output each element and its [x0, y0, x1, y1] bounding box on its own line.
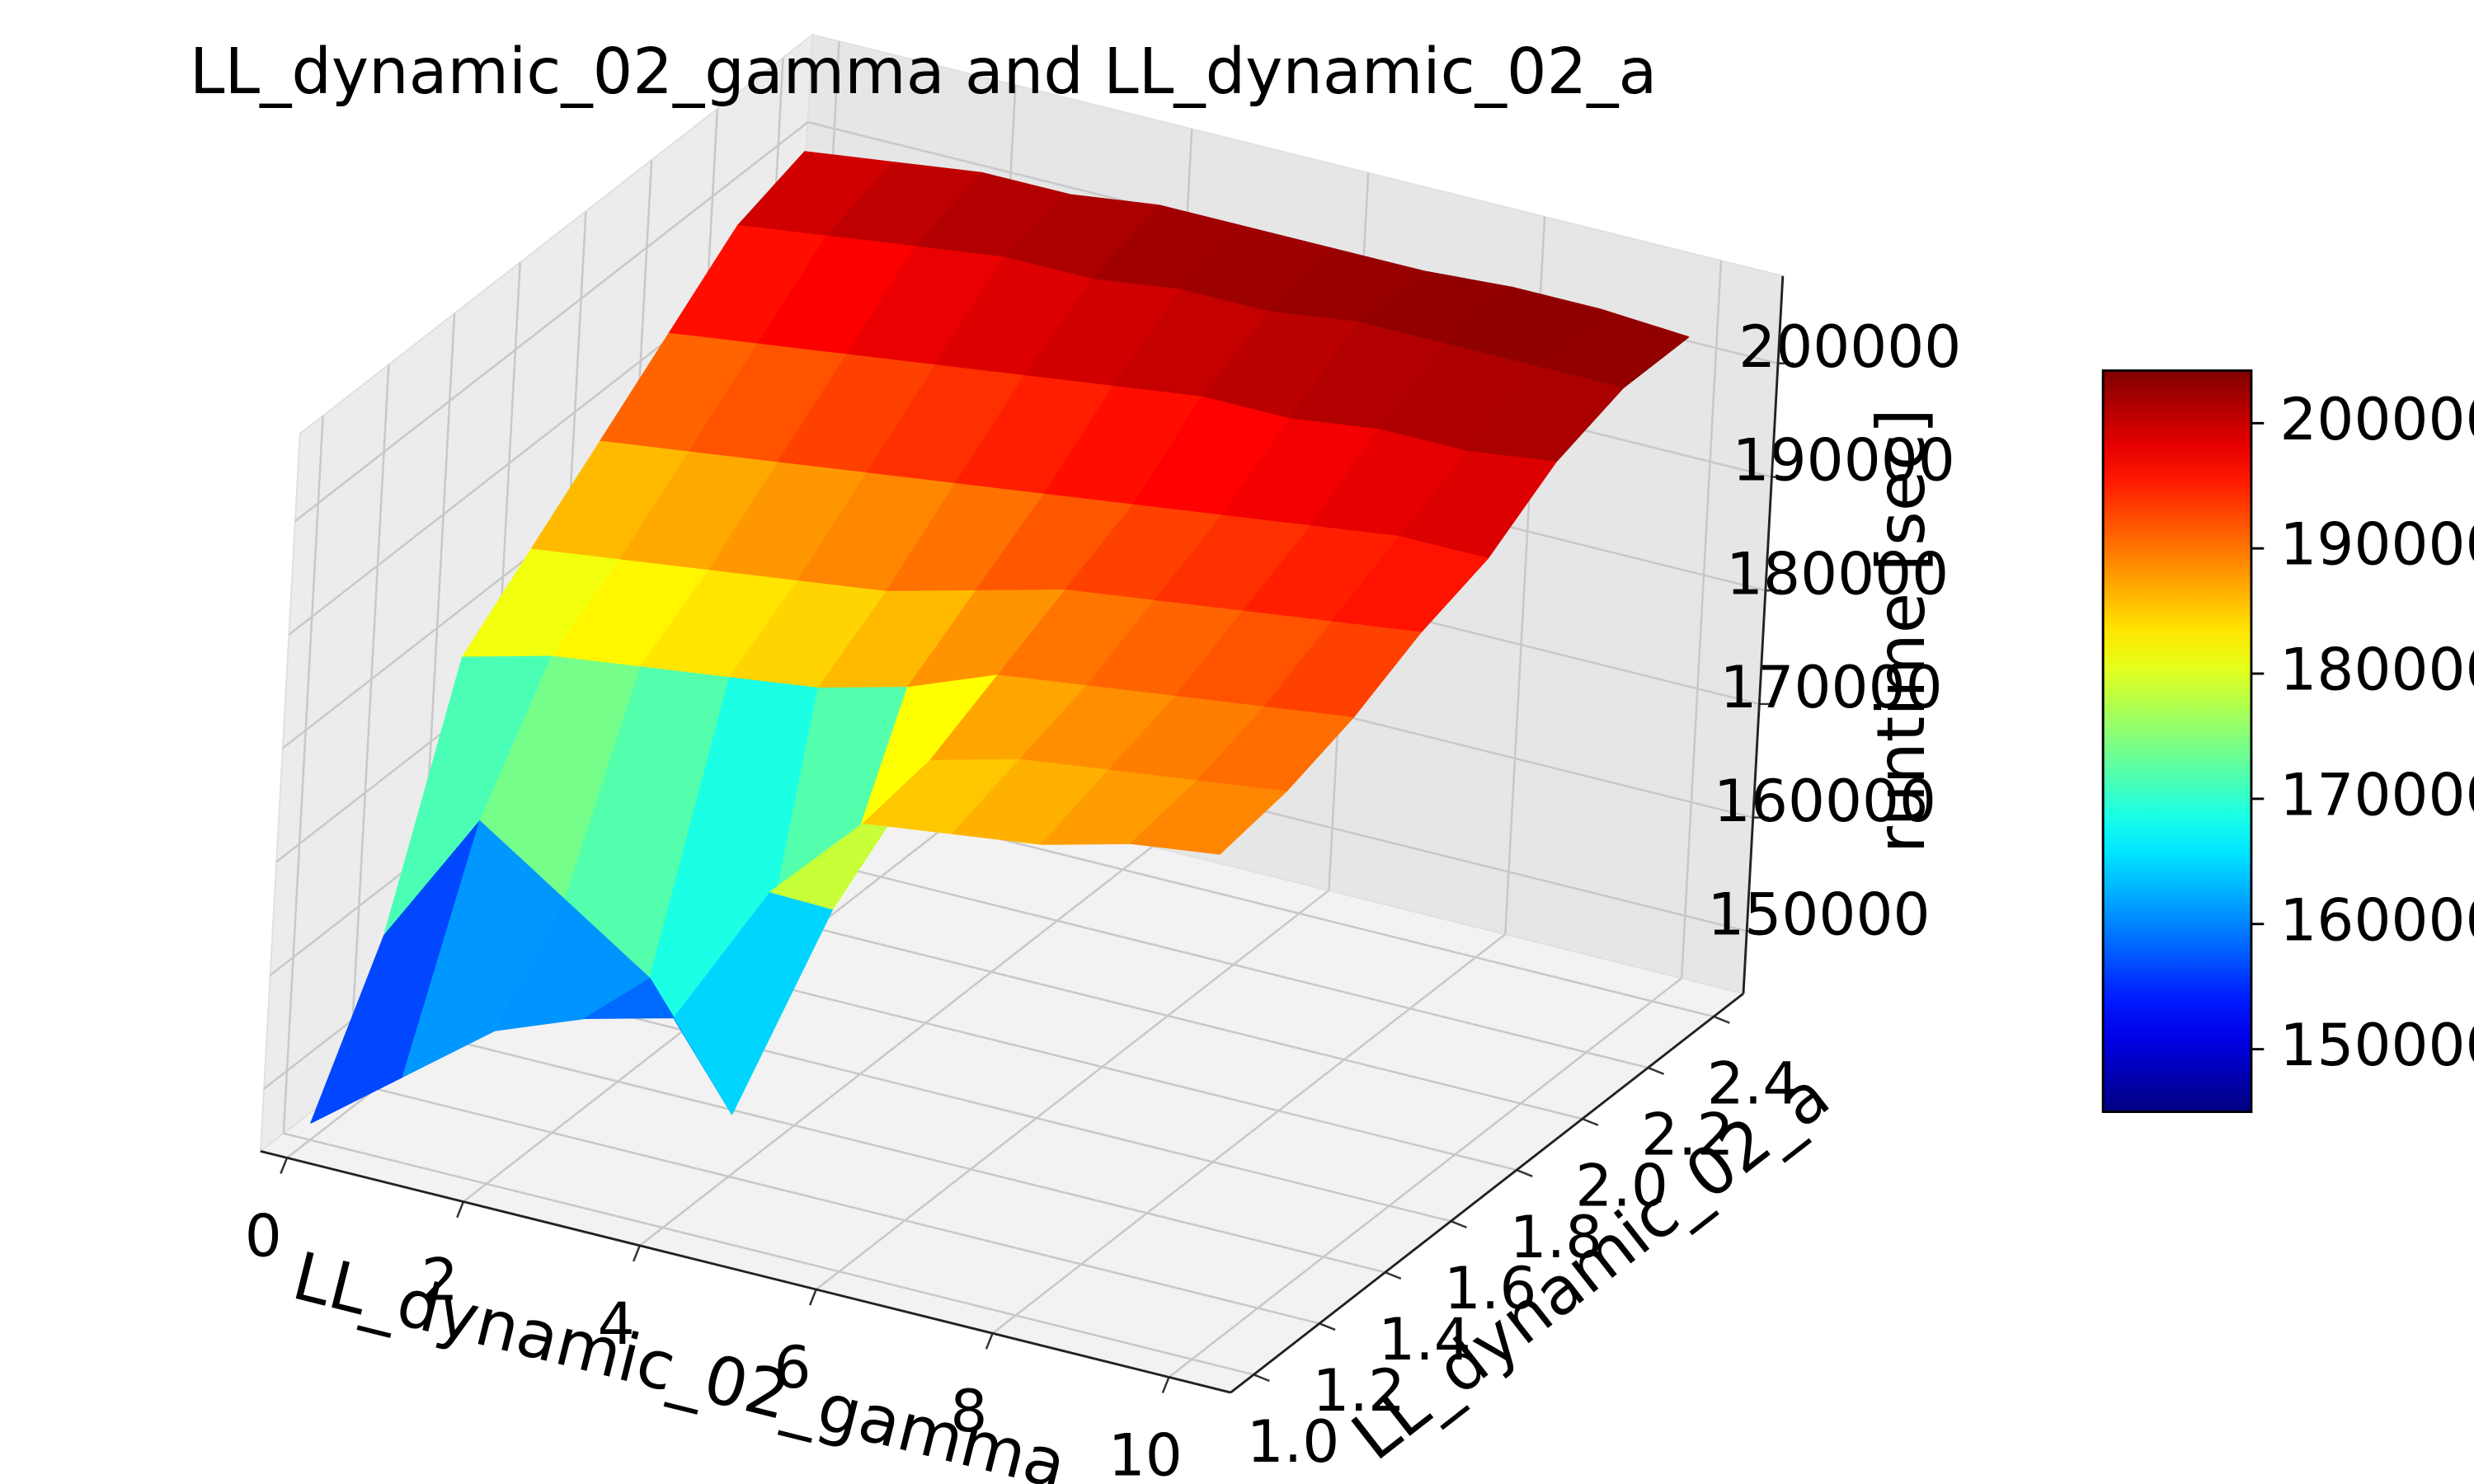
z-tick-label: 150000 [1707, 881, 1930, 949]
x-tick-label: 10 [1108, 1421, 1183, 1484]
grid-line [815, 890, 1330, 1290]
x-tick-mark [808, 1289, 817, 1306]
y-tick-mark [1385, 1271, 1402, 1280]
grid-line [480, 979, 1451, 1223]
grid-line [294, 121, 809, 523]
x-tick-label: 6 [774, 1333, 811, 1402]
x-tick-mark [985, 1332, 994, 1350]
x-tick-mark [280, 1157, 289, 1174]
y-tick-label: 2.4 [1707, 1050, 1800, 1118]
y-tick-mark [1253, 1374, 1270, 1383]
colorbar-tick-label: 160000 [2279, 885, 2474, 954]
y-tick-label: 1.0 [1247, 1407, 1340, 1476]
grid-line [1168, 977, 1682, 1378]
y-tick-label: 2.0 [1575, 1152, 1668, 1220]
x-tick-mark [456, 1201, 465, 1219]
y-tick-mark [1713, 1015, 1730, 1024]
colorbar-tick-label: 170000 [2279, 760, 2474, 829]
z-tick-label: 190000 [1733, 426, 1955, 495]
y-tick-label: 1.2 [1312, 1356, 1405, 1425]
colorbar-tick-label: 200000 [2279, 385, 2474, 453]
y-tick-mark [1582, 1117, 1599, 1126]
chart-title: LL_dynamic_02_gamma and LL_dynamic_02_a [190, 35, 1658, 109]
colorbar-tick-label: 180000 [2279, 636, 2474, 704]
colorbar-tick-label: 150000 [2279, 1011, 2474, 1079]
colorbar [2101, 369, 2253, 1113]
x-tick-mark [633, 1245, 641, 1262]
x-tick-label: 0 [245, 1201, 282, 1270]
z-tick-label: 170000 [1720, 653, 1943, 721]
grid-line [991, 933, 1507, 1335]
grid-line [1680, 261, 1723, 979]
x-tick-mark [1161, 1376, 1170, 1394]
x-tick-label: 8 [950, 1377, 987, 1445]
surface-patch [1130, 780, 1287, 855]
grid-line [282, 416, 324, 1134]
x-tick-label: 4 [598, 1289, 635, 1358]
z-tick-label: 200000 [1738, 312, 1961, 381]
grid-line [283, 1132, 1254, 1376]
z-tick-label: 180000 [1726, 539, 1949, 608]
y-tick-label: 1.8 [1510, 1203, 1603, 1271]
grid-line [348, 364, 390, 1082]
y-tick-label: 2.2 [1641, 1101, 1734, 1169]
z-axis-label: runtime [sec] [1862, 408, 1940, 853]
y-tick-mark [1647, 1066, 1665, 1075]
x-tick-label: 2 [421, 1246, 459, 1314]
x-axis-line [260, 1149, 1231, 1394]
y-tick-mark [1516, 1169, 1533, 1177]
y-tick-label: 1.4 [1378, 1305, 1471, 1374]
y-axis-line [1230, 992, 1744, 1394]
y-tick-label: 1.6 [1444, 1254, 1537, 1322]
z-axis-line [1742, 275, 1785, 994]
y-tick-mark [1319, 1322, 1336, 1331]
grid-line [349, 1081, 1320, 1325]
y-tick-mark [1450, 1220, 1467, 1229]
z-tick-label: 160000 [1714, 767, 1936, 835]
grid-line [639, 845, 1154, 1247]
grid-line [414, 1030, 1385, 1274]
colorbar-tick-label: 190000 [2279, 510, 2474, 579]
